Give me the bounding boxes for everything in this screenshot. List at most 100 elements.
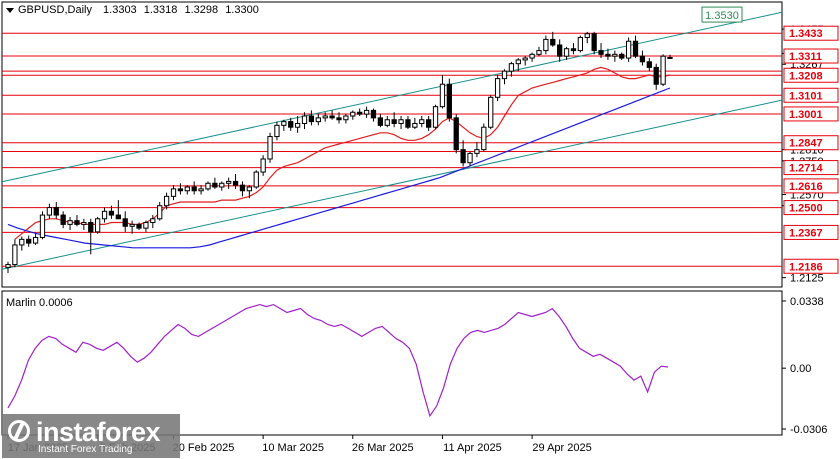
candle: [419, 116, 425, 128]
candle: [74, 215, 80, 227]
candle: [67, 216, 73, 230]
candle-body: [301, 115, 308, 124]
logo-name: instaforex: [36, 417, 161, 447]
candle: [529, 52, 535, 62]
candle-body: [67, 220, 73, 225]
candle: [432, 104, 439, 130]
candle-body: [377, 117, 384, 126]
candle: [288, 117, 294, 131]
logo-icon: [8, 420, 30, 442]
time-tick-label: 29 Apr 2025: [532, 442, 591, 454]
candle: [143, 220, 149, 232]
candle: [198, 185, 204, 195]
candle-body: [667, 57, 673, 60]
close-value: 1.3300: [225, 4, 259, 16]
candle-body: [308, 115, 315, 123]
candle: [191, 181, 197, 195]
level-price-box: [783, 160, 839, 176]
candle-body: [605, 53, 611, 57]
candle: [26, 235, 32, 247]
trend-channel: 1.3530: [1, 6, 783, 270]
candle: [522, 56, 528, 66]
candle: [453, 114, 459, 154]
candle: [660, 54, 666, 87]
candle-body: [88, 222, 94, 233]
moving-averages: [7, 66, 671, 249]
candle: [363, 106, 370, 118]
candle: [32, 233, 39, 245]
candle-body: [363, 109, 370, 115]
candle: [301, 112, 308, 130]
candle: [412, 117, 418, 130]
candle-body: [281, 121, 287, 126]
candle-body: [660, 55, 666, 85]
candle: [488, 95, 494, 130]
candle: [329, 110, 335, 120]
open-value: 1.3303: [103, 4, 137, 16]
candle-body: [108, 210, 115, 216]
time-tick-label: 26 Mar 2025: [352, 442, 414, 454]
candle-body: [212, 182, 218, 188]
candle: [584, 31, 590, 44]
candle-body: [184, 186, 190, 192]
candle: [460, 140, 466, 167]
candle: [246, 185, 252, 199]
candle-body: [460, 149, 466, 164]
candle-body: [32, 236, 39, 244]
candle-body: [563, 48, 570, 57]
candle: [39, 211, 46, 240]
candle-body: [453, 117, 459, 151]
candle: [494, 74, 501, 102]
candle-body: [536, 50, 542, 55]
candle: [639, 50, 646, 66]
candle: [46, 203, 53, 219]
candle-body: [543, 38, 549, 52]
candle-body: [570, 48, 577, 52]
candle: [267, 132, 273, 163]
candle: [481, 123, 487, 152]
chevron-down-icon[interactable]: [6, 7, 14, 13]
candle: [563, 46, 570, 60]
candle-body: [529, 53, 535, 59]
oscillator-name: Marlin: [6, 297, 36, 309]
candle-body: [653, 66, 659, 85]
candle: [557, 39, 563, 62]
candle: [115, 200, 121, 220]
candle-body: [239, 184, 246, 192]
candle-body: [46, 207, 53, 216]
candle: [129, 220, 135, 234]
candle-body: [501, 70, 508, 80]
candle-body: [467, 152, 473, 164]
candle-body: [632, 40, 639, 57]
candle-body: [405, 119, 411, 128]
candle-body: [136, 223, 142, 229]
candle: [281, 119, 287, 131]
level-price-label: 1.3433: [789, 28, 823, 40]
candle-body: [598, 50, 604, 55]
candle: [136, 222, 142, 230]
candle: [577, 35, 583, 53]
candle-body: [619, 53, 625, 59]
price-pane-frame: [1, 1, 783, 436]
level-price-box: [783, 106, 839, 122]
candle: [157, 201, 163, 221]
candle-body: [412, 122, 418, 128]
price-pane-border: [1, 1, 783, 288]
candle-body: [26, 238, 32, 244]
candle: [391, 112, 397, 128]
candle: [260, 155, 266, 176]
candle-body: [439, 83, 446, 108]
price-axis: 1.34551.33251.32671.28101.27501.25701.25…: [782, 24, 839, 285]
candle-body: [446, 83, 452, 119]
osc-tick-label: -0.0306: [790, 424, 827, 436]
candle: [170, 185, 177, 201]
candle: [570, 43, 577, 55]
symbol-name: GBPUSD,Daily: [18, 4, 92, 16]
level-price-label: 1.2616: [789, 181, 823, 193]
candle: [591, 31, 597, 55]
candle-body: [557, 44, 563, 57]
candle-body: [432, 106, 439, 128]
candle-body: [494, 78, 501, 98]
candle-body: [53, 207, 59, 216]
candle: [53, 201, 59, 219]
